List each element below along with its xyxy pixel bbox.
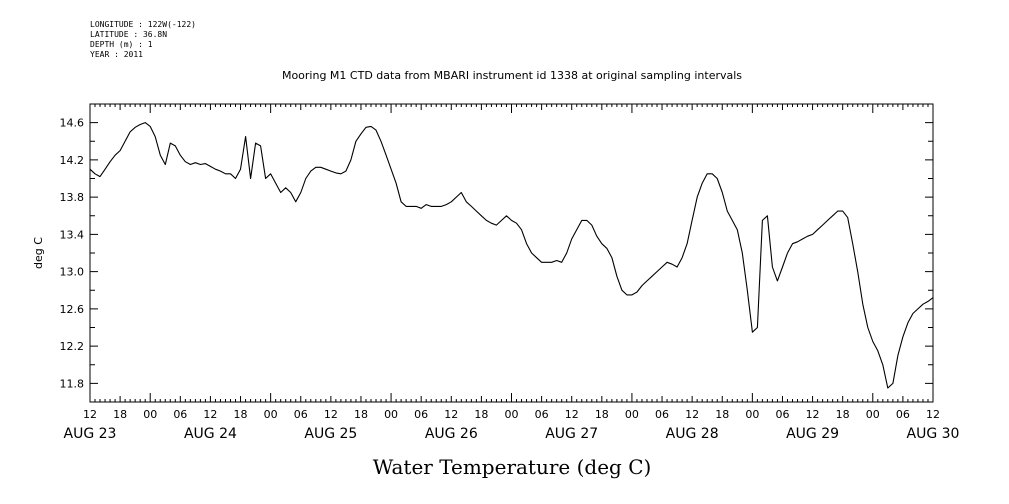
y-tick-label: 13.8 — [60, 191, 85, 204]
y-axis-label: deg C — [32, 237, 45, 269]
y-tick-label: 11.8 — [60, 377, 85, 390]
y-tick-label: 13.4 — [60, 228, 85, 241]
day-labels: AUG 23 AUG 24 AUG 25 AUG 26 AUG 27 AUG 28 AUG … — [64, 426, 960, 442]
latitude-text: LATITUDE : 36.8N — [90, 30, 168, 39]
x-tick-label: 06 — [775, 408, 789, 421]
year-text: YEAR : 2011 — [90, 50, 143, 59]
x-tick-label: 06 — [294, 408, 308, 421]
temperature-series-line — [89, 122, 934, 389]
day-label: AUG 27 — [545, 426, 598, 442]
x-tick-label: 18 — [113, 408, 127, 421]
x-tick-label: 06 — [414, 408, 428, 421]
day-label: AUG 25 — [304, 426, 357, 442]
chart-title: Mooring M1 CTD data from MBARI instrumen… — [282, 69, 742, 82]
x-tick-label: 06 — [535, 408, 549, 421]
x-tick-label: 18 — [234, 408, 248, 421]
x-tick-label: 00 — [264, 408, 278, 421]
x-tick-label: 06 — [655, 408, 669, 421]
x-tick-label: 12 — [203, 408, 217, 421]
x-tick-label: 12 — [324, 408, 338, 421]
y-tick-label: 12.2 — [60, 340, 85, 353]
x-tick-label: 12 — [83, 408, 97, 421]
x-tick-label: 00 — [143, 408, 157, 421]
x-tick-label: 00 — [745, 408, 759, 421]
x-tick-label: 00 — [505, 408, 519, 421]
x-tick-label: 00 — [625, 408, 639, 421]
y-tick-label: 14.2 — [60, 154, 85, 167]
x-tick-label: 06 — [173, 408, 187, 421]
series-layer — [89, 122, 934, 389]
day-label: AUG 30 — [907, 426, 960, 442]
x-axis-label: Water Temperature (deg C) — [373, 455, 652, 479]
y-tick-label: 12.6 — [60, 303, 85, 316]
x-tick-label: 18 — [595, 408, 609, 421]
x-tick-label: 18 — [354, 408, 368, 421]
y-tick-labels: 11.8 12.2 12.6 13.0 13.4 13.8 14.2 14.6 — [60, 117, 85, 391]
y-tick-label: 13.0 — [60, 266, 85, 279]
x-tick-label: 12 — [565, 408, 579, 421]
day-label: AUG 26 — [425, 426, 478, 442]
metadata-block: LONGITUDE : 122W(-122) LATITUDE : 36.8N … — [90, 20, 196, 60]
day-label: AUG 23 — [64, 426, 117, 442]
x-tick-label: 06 — [896, 408, 910, 421]
day-label: AUG 29 — [786, 426, 839, 442]
longitude-text: LONGITUDE : 122W(-122) — [90, 20, 196, 29]
day-label: AUG 24 — [184, 426, 237, 442]
x-tick-label: 12 — [806, 408, 820, 421]
y-tick-label: 14.6 — [60, 117, 85, 130]
day-label: AUG 28 — [666, 426, 719, 442]
x-tick-label: 00 — [866, 408, 880, 421]
x-tick-labels: 12 18 00 06 12 18 00 06 12 18 00 06 12 18 00 06 12 18 00 06… — [83, 408, 940, 421]
x-tick-label: 18 — [715, 408, 729, 421]
depth-text: DEPTH (m) : 1 — [90, 40, 153, 49]
x-tick-label: 18 — [474, 408, 488, 421]
x-tick-label: 12 — [685, 408, 699, 421]
plot-frame — [89, 103, 934, 403]
x-tick-label: 18 — [836, 408, 850, 421]
x-tick-label: 00 — [384, 408, 398, 421]
tick-marks — [89, 103, 934, 403]
x-tick-label: 12 — [444, 408, 458, 421]
x-tick-label: 12 — [926, 408, 940, 421]
